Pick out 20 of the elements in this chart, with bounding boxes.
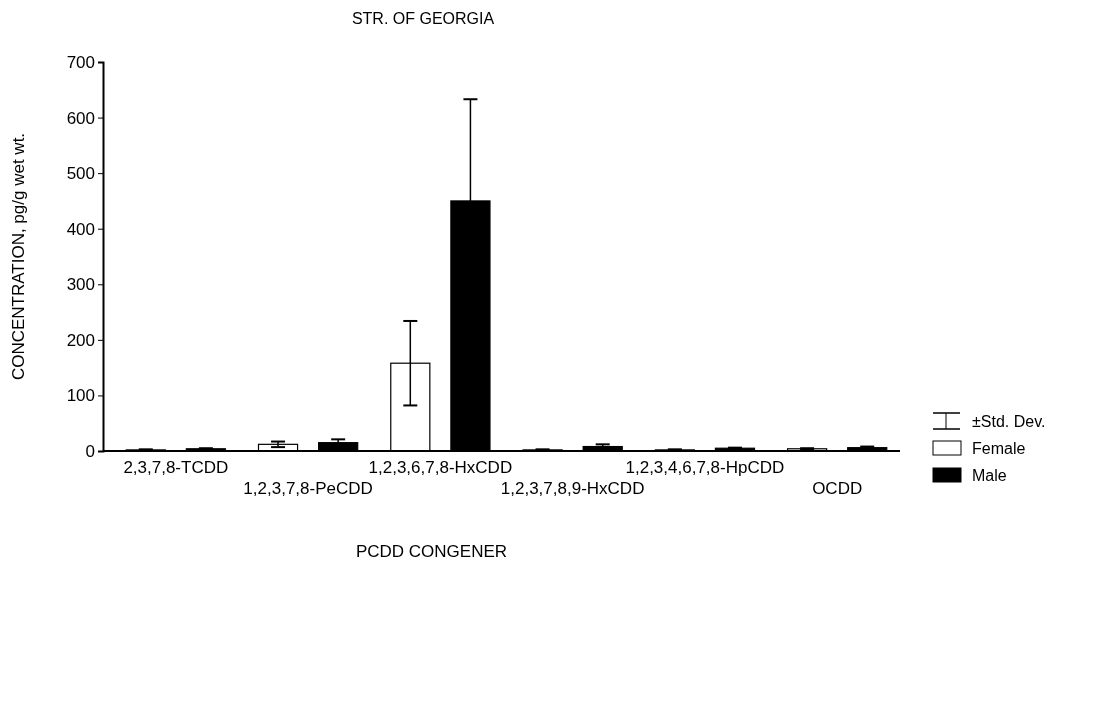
y-axis-title: CONCENTRATION, pg/g wet wt.	[9, 132, 28, 381]
x-tick-label: 1,2,3,7,8,9-HxCDD	[500, 479, 645, 498]
x-axis-title: PCDD CONGENER	[355, 542, 508, 561]
y-tick-label: 100	[66, 386, 95, 406]
x-tick-label: 1,2,3,4,6,7,8-HpCDD	[625, 458, 785, 477]
y-tick-label: 600	[66, 108, 95, 128]
y-tick-label: 500	[66, 164, 95, 184]
chart-title: STR. OF GEORGIA	[351, 10, 495, 27]
x-tick-label: 1,2,3,6,7,8-HxCDD	[368, 458, 513, 477]
x-tick-label: 1,2,3,7,8-PeCDD	[243, 479, 373, 498]
text: ±Std. Dev.	[972, 413, 1046, 430]
legend-label: Female	[972, 440, 1026, 457]
y-tick-label: 700	[66, 52, 95, 72]
y-tick-label: 300	[66, 275, 95, 295]
y-tick-label: 400	[66, 219, 95, 239]
legend-label: Male	[972, 467, 1007, 484]
x-tick-label: OCDD	[812, 479, 863, 498]
y-tick-label: 0	[85, 441, 95, 461]
x-tick-label: 2,3,7,8-TCDD	[123, 458, 229, 477]
y-tick-label: 200	[66, 330, 95, 350]
